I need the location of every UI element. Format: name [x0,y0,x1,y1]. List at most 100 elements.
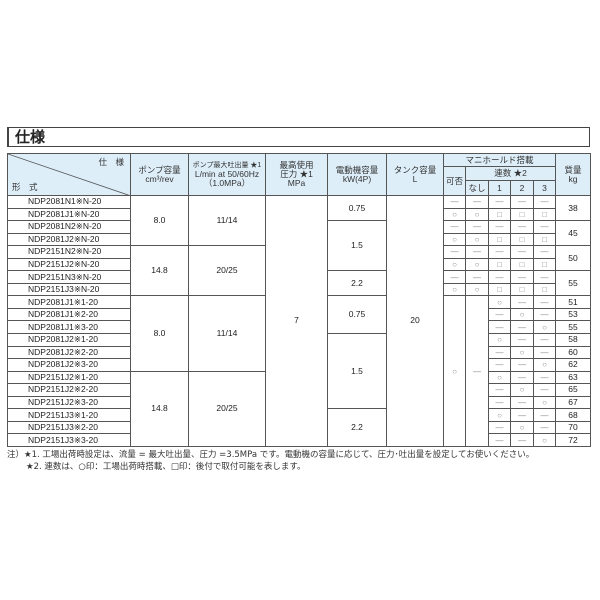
note-1: 注）★1. 工場出荷時設定は、流量 = 最大吐出量、圧力 =3.5MPa です。… [7,450,535,460]
header-spec-label: 仕 様 [98,157,124,167]
max-flow-cell: 20/25 [188,370,266,447]
manifold-mark-cell: □ [532,282,557,297]
header-pump-capacity: ポンプ容量 cm³/rev [130,153,189,196]
manifold-station-cell: — [488,345,511,360]
header-max-flow: ポンプ最大吐出量 ★1 L/min at 50/60Hz （1.0MPa） [188,153,266,196]
model-cell: NDP2151N2※N-20 [7,245,131,259]
manifold-station-cell: — [532,370,557,385]
model-cell: NDP2151J3※2-20 [7,420,131,435]
manifold-mark-cell: ○ [443,207,466,222]
manifold-mark-cell: — [510,270,534,284]
manifold-station-cell: ○ [532,395,557,410]
table-row: NDP2081J1※3-20— — ○ 55 [7,320,592,334]
model-cell: NDP2081J2※N-20 [7,232,131,247]
manifold-station-cell: ○ [488,333,511,347]
manifold-station-cell: ○ [510,307,534,322]
motor-cell: 2.2 [327,408,387,447]
model-cell: NDP2081J2※3-20 [7,358,131,372]
manifold-mark-cell: — [510,195,534,209]
manifold-station-cell: — [510,408,534,422]
header-max-pressure: 最高使用 圧力 ★1 MPa [265,153,328,196]
model-cell: NDP2151J3※1-20 [7,408,131,422]
motor-cell: 0.75 [327,295,387,335]
mass-cell: 38 [555,194,592,222]
model-cell: NDP2151J2※N-20 [7,257,131,272]
mass-cell: 45 [555,220,592,247]
manifold-station-cell: ○ [488,408,511,422]
manifold-station-cell: ○ [532,320,557,334]
model-cell: NDP2151N3※N-20 [7,270,131,284]
header-station-1: 1 [488,180,511,196]
model-cell: NDP2081J1※2-20 [7,307,131,322]
model-cell: NDP2151J2※2-20 [7,383,131,397]
manifold-mark-cell: — [510,245,534,259]
spec-table-body: NDP2081N1※N-20 8.0 11/14 7 0.75 20— — — — —38 NDP2… [7,194,592,447]
manifold-mark-cell: ○ [465,282,489,297]
pump-capacity-cell: 14.8 [130,245,189,297]
model-cell: NDP2151J2※3-20 [7,395,131,410]
manifold-mark-cell: □ [510,282,534,297]
manifold-mark-cell: — [443,195,466,209]
model-cell: NDP2081J2※2-20 [7,345,131,360]
diagonal-divider [8,154,128,195]
table-row: NDP2081J2※3-20— — ○ 62 [7,358,592,372]
pump-capacity-cell: 14.8 [130,370,189,447]
motor-cell: 0.75 [327,194,387,222]
mass-cell: 60 [555,345,592,360]
manifold-mark-cell: — [532,270,557,284]
manifold-station-cell: — [510,320,534,334]
manifold-mark-cell: — [532,220,557,234]
manifold-mark-cell: — [488,220,511,234]
table-row: NDP2151J2※N-20 ○ ○ □ □ □ [7,257,591,272]
manifold-mark-cell: □ [488,257,511,272]
manifold-mark-cell: — [443,220,466,234]
header-model-label: 形 式 [12,182,38,192]
header-station-2: 2 [510,180,534,196]
manifold-mark-cell: □ [488,232,511,247]
model-cell: NDP2151J3※3-20 [7,433,131,447]
notes: 注）★1. 工場出荷時設定は、流量 = 最大吐出量、圧力 =3.5MPa です。… [7,449,534,473]
table-row: NDP2151J2※1-20 14.8 20/25 ○ — —63 [7,370,592,447]
manifold-mark-cell: — [465,195,489,209]
table-row: NDP2081J2※1-20 1.5 ○ — —58 [7,333,592,410]
manifold-mark-cell: — [488,270,511,284]
manifold-mark-cell: — [443,245,466,259]
manifold-station-cell: — [488,358,511,372]
model-cell: NDP2081J1※3-20 [7,320,131,334]
manifold-mark-cell: □ [488,207,511,222]
model-cell: NDP2151J3※N-20 [7,282,131,297]
header-motor: 電動機容量 kW(4P) [327,153,387,196]
motor-cell: 1.5 [327,220,387,272]
tank-cell: 20 [386,195,444,447]
manifold-mark-cell: □ [510,257,534,272]
manifold-mark-cell: □ [532,257,557,272]
manifold-station-cell: — [532,333,557,347]
table-row: NDP2081J2※2-20— ○ —60 [7,345,592,360]
model-cell: NDP2081N2※N-20 [7,220,131,234]
manifold-station-cell: ○ [510,345,534,360]
manifold-station-cell: — [510,358,534,372]
header-station-none: なし [465,180,489,196]
manifold-none-cell: — [465,295,489,447]
model-cell: NDP2081N1※N-20 [7,195,131,209]
manifold-station-cell: ○ [488,295,511,309]
manifold-station-cell: — [510,433,534,447]
header-mass: 質量 kg [555,153,592,196]
mass-cell: 68 [555,408,592,422]
mass-cell: 62 [555,358,592,372]
header-station-3: 3 [532,180,557,196]
motor-cell: 1.5 [327,333,387,410]
manifold-station-cell: — [488,320,511,334]
header-tank: タンク容量 L [386,153,444,196]
table-row: NDP2151N3※N-20 2.2— — — — —55 [7,270,592,297]
manifold-station-cell: ○ [532,358,557,372]
manifold-station-cell: ○ [488,370,511,385]
mass-cell: 58 [555,333,592,347]
manifold-station-cell: ○ [532,433,557,447]
manifold-mark-cell: ○ [443,232,466,247]
manifold-mark-cell: □ [510,232,534,247]
header-availability: 可否 [443,166,466,196]
mass-cell: 50 [555,245,592,272]
max-pressure-cell: 7 [265,195,328,447]
manifold-mark-cell: — [488,195,511,209]
